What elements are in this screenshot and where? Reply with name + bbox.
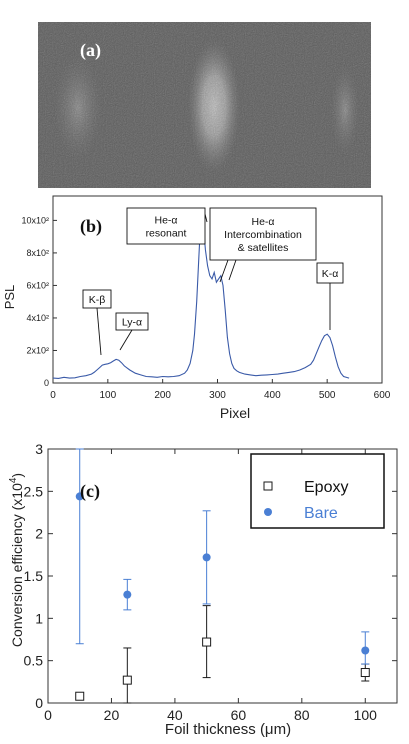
annotation-label: He-α	[252, 216, 275, 228]
legend: Epoxy Bare	[250, 453, 385, 529]
annotation-box	[126, 207, 206, 245]
annotation-leader	[219, 259, 229, 283]
spectrum-ytick-label: 0	[44, 378, 49, 388]
efficiency-ytick-label: 0.5	[24, 653, 44, 669]
efficiency-ytick-label: 0	[35, 695, 43, 711]
annotation-box	[82, 289, 112, 309]
spectrum-xtick-label: 200	[154, 390, 171, 401]
legend-epoxy-marker	[263, 481, 273, 491]
spectrum-xtick-label: 600	[374, 390, 391, 401]
spectrum-xtick-label: 100	[99, 390, 116, 401]
efficiency-chart: 0 20 40 60 80 100 0 0.5 1 1.5 2 2.5 3	[24, 441, 398, 723]
annotation-label: He-α	[155, 215, 178, 227]
spectrum-ytick-label: 2x10²	[26, 345, 49, 355]
efficiency-ytick-label: 2.5	[24, 483, 44, 499]
annotation-label: Intercombination	[224, 229, 302, 241]
point-bare	[75, 492, 84, 501]
efficiency-ytick-label: 2	[35, 526, 43, 542]
annotation-box	[115, 312, 149, 331]
spectrum-chart: 0 100 200 300 400 500 600 0 2x10² 4x10² 6x10² 8x10²…	[21, 195, 391, 401]
efficiency-ytick-label: 3	[35, 441, 43, 457]
annotation-label: & satellites	[238, 242, 289, 254]
spectrum-xtick-label: 300	[209, 390, 226, 401]
efficiency-xtick-label: 0	[44, 707, 52, 723]
efficiency-xtick-label: 80	[294, 707, 310, 723]
annotation-leader	[96, 307, 102, 356]
spectrum-ylabel: PSL	[2, 285, 17, 310]
spectrum-xtick-label: 400	[264, 390, 281, 401]
point-bare	[123, 590, 132, 599]
annotation-leader	[228, 259, 237, 281]
legend-box	[250, 453, 385, 529]
spectrum-xlabel: Pixel	[220, 405, 250, 421]
legend-epoxy-label: Epoxy	[304, 479, 348, 496]
efficiency-xtick-label: 20	[104, 707, 120, 723]
annotation-box	[316, 262, 344, 284]
efficiency-ylabel: Conversion efficiency (x104)	[8, 473, 25, 647]
efficiency-ytick-label: 1.5	[24, 568, 44, 584]
panel-b-label: (b)	[80, 216, 102, 237]
point-epoxy	[360, 668, 370, 678]
annotation-label: K-α	[322, 268, 339, 280]
spectrum-ytick-label: 10x10²	[21, 215, 49, 225]
point-bare	[361, 646, 370, 655]
point-epoxy	[202, 637, 212, 647]
point-epoxy	[75, 691, 85, 701]
panel-a-label: (a)	[80, 40, 101, 61]
annotation-label: Ly-α	[122, 317, 142, 329]
legend-bare-label: Bare	[304, 505, 338, 522]
spectrum-ytick-label: 4x10²	[26, 313, 49, 323]
efficiency-xtick-label: 100	[354, 707, 378, 723]
annotation-leader	[119, 329, 133, 351]
spectrum-ytick-label: 8x10²	[26, 248, 49, 258]
spectrum-ytick-label: 6x10²	[26, 280, 49, 290]
panel-a: (a)	[38, 22, 371, 188]
efficiency-xlabel: Foil thickness (μm)	[165, 721, 291, 738]
annotation-label: resonant	[146, 228, 187, 240]
panel-c: 0 20 40 60 80 100 0 0.5 1 1.5 2 2.5 3 (c) Conversion…	[8, 441, 398, 738]
spectrum-line	[52, 212, 350, 379]
panel-b: 0 100 200 300 400 500 600 0 2x10² 4x10² 6x10² 8x10²…	[2, 195, 391, 421]
legend-bare-marker	[264, 508, 272, 516]
efficiency-ytick-label: 1	[35, 610, 43, 626]
spectrum-xtick-label: 500	[319, 390, 336, 401]
panel-c-label: (c)	[80, 481, 100, 502]
efficiency-xtick-label: 60	[231, 707, 247, 723]
annotation-label: K-β	[89, 294, 106, 306]
efficiency-xtick-label: 40	[167, 707, 183, 723]
point-epoxy	[122, 675, 132, 685]
point-bare	[202, 553, 211, 562]
spectrum-xtick-label: 0	[50, 390, 56, 401]
annotation-box	[209, 207, 317, 261]
